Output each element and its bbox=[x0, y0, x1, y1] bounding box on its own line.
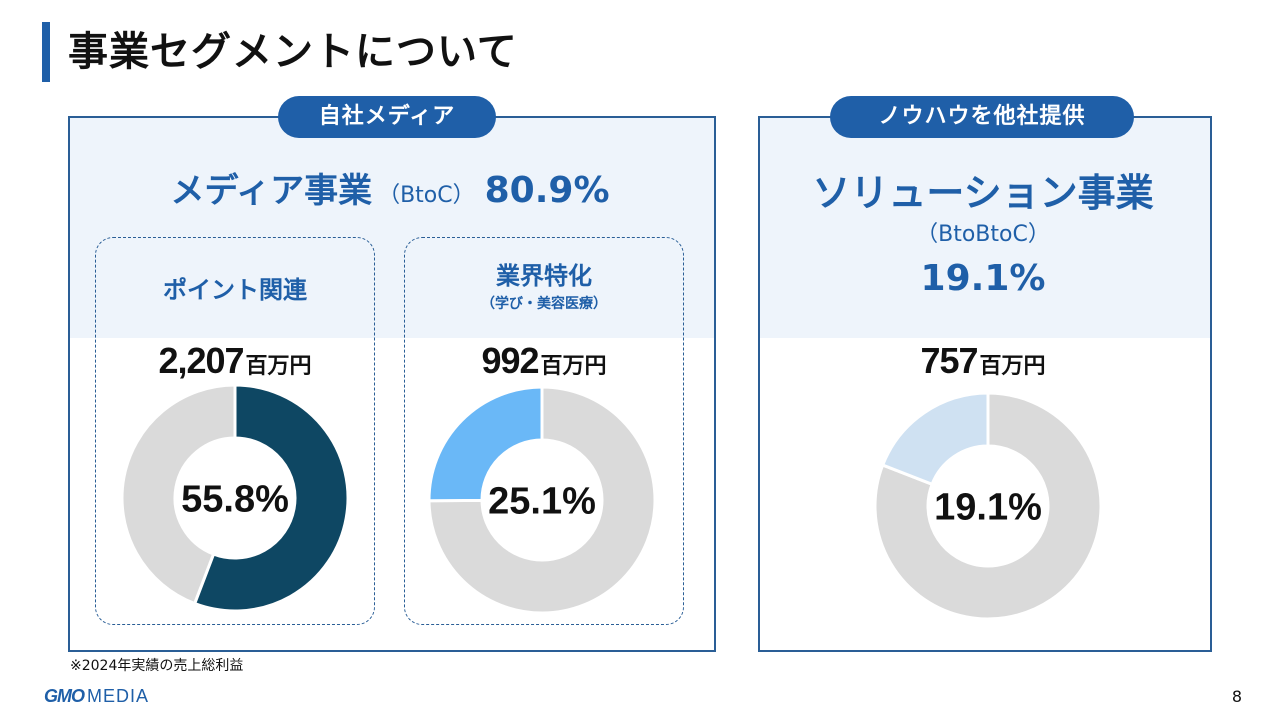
logo-media-text: MEDIA bbox=[87, 686, 150, 706]
industry-category-subtitle: （学び・美容医療） bbox=[481, 296, 607, 312]
industry-donut: 25.1% bbox=[427, 385, 657, 615]
point-donut: 55.8% bbox=[120, 383, 350, 613]
gmo-media-logo: GMO MEDIA bbox=[44, 684, 149, 709]
industry-amount-unit: 百万円 bbox=[540, 354, 607, 379]
industry-amount: 992百万円 bbox=[404, 340, 684, 382]
point-donut-label: 55.8% bbox=[181, 478, 289, 520]
media-segment-name: メディア事業 bbox=[170, 171, 373, 211]
media-segment-sub: （BtoC） bbox=[378, 183, 475, 208]
solution-amount-unit: 百万円 bbox=[979, 354, 1046, 379]
solution-segment-name: ソリューション事業 bbox=[812, 171, 1154, 215]
industry-donut-highlight bbox=[427, 385, 544, 503]
title-accent-bar bbox=[42, 22, 50, 82]
solution-segment-pct: 19.1% bbox=[920, 258, 1046, 299]
industry-category-box bbox=[404, 237, 684, 625]
point-amount-value: 2,207 bbox=[158, 340, 244, 381]
industry-donut-rest bbox=[427, 385, 657, 615]
page-title: 事業セグメントについて bbox=[68, 29, 518, 75]
industry-category-title: 業界特化 bbox=[496, 262, 592, 290]
solution-amount: 757百万円 bbox=[760, 340, 1206, 382]
point-amount: 2,207百万円 bbox=[95, 340, 375, 382]
point-donut-highlight bbox=[192, 383, 350, 613]
media-segment-pct: 80.9% bbox=[484, 170, 610, 211]
solution-donut: 19.1% bbox=[873, 391, 1103, 621]
media-panel-header-band bbox=[70, 118, 714, 338]
solution-donut-rest bbox=[873, 391, 1103, 621]
solution-segment-panel bbox=[758, 116, 1212, 652]
media-segment-heading: メディア事業 （BtoC） 80.9% bbox=[70, 166, 710, 216]
footnote: ※2024年実績の売上総利益 bbox=[70, 658, 244, 674]
page-number: 8 bbox=[1231, 687, 1242, 706]
point-donut-rest bbox=[120, 383, 237, 606]
logo-gmo-text: GMO bbox=[44, 686, 85, 706]
industry-amount-value: 992 bbox=[481, 340, 539, 381]
own-media-pill: 自社メディア bbox=[278, 96, 496, 138]
industry-donut-label: 25.1% bbox=[488, 480, 596, 522]
solution-segment-sub: （BtoBtoC） bbox=[916, 222, 1050, 247]
point-category-box bbox=[95, 237, 375, 625]
knowhow-pill: ノウハウを他社提供 bbox=[830, 96, 1134, 138]
solution-amount-value: 757 bbox=[920, 340, 978, 381]
solution-panel-header-band bbox=[760, 118, 1210, 338]
solution-donut-label: 19.1% bbox=[934, 486, 1042, 528]
point-category-title: ポイント関連 bbox=[163, 276, 307, 304]
solution-donut-highlight bbox=[880, 391, 990, 487]
point-amount-unit: 百万円 bbox=[245, 354, 312, 379]
